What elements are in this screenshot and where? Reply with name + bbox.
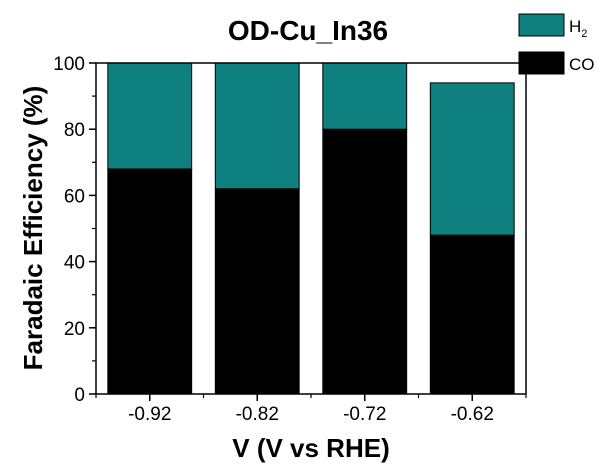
bar-h2-0	[107, 62, 193, 170]
y-tick-label: 60	[64, 186, 85, 207]
y-tick-label: 20	[64, 319, 85, 340]
x-axis: -0.92 -0.82 -0.72 -0.62	[95, 394, 527, 425]
x-axis-title: V (V vs RHE)	[232, 433, 390, 463]
bar-h2-1	[214, 62, 300, 190]
y-tick-label: 40	[64, 253, 85, 274]
x-tick-label: -0.92	[128, 404, 171, 425]
bar-co-3	[429, 234, 515, 395]
bar-co-0	[107, 168, 193, 395]
y-tick-label: 80	[64, 120, 85, 141]
bar-h2-3	[429, 82, 515, 236]
legend: H2 CO	[518, 13, 595, 75]
bar-co-1	[214, 188, 300, 395]
x-tick-label: -0.72	[343, 404, 386, 425]
y-tick-label: 100	[53, 54, 85, 75]
legend-swatch-h2	[518, 13, 565, 37]
plot-area	[107, 62, 515, 395]
legend-subscript: 2	[581, 28, 587, 40]
chart-title: OD-Cu_In36	[228, 15, 388, 46]
bar-h2-2	[322, 62, 408, 130]
legend-label: H2	[569, 17, 587, 40]
y-axis-title: Faradaic Efficiency (%)	[18, 86, 48, 371]
y-tick-label: 0	[74, 385, 85, 406]
x-tick-label: -0.82	[236, 404, 279, 425]
legend-label: CO	[569, 55, 595, 74]
legend-swatch-co	[518, 51, 565, 75]
y-axis: 0 20 40 60 80 100	[53, 54, 96, 406]
x-tick-label: -0.62	[451, 404, 494, 425]
bar-co-2	[322, 128, 408, 395]
